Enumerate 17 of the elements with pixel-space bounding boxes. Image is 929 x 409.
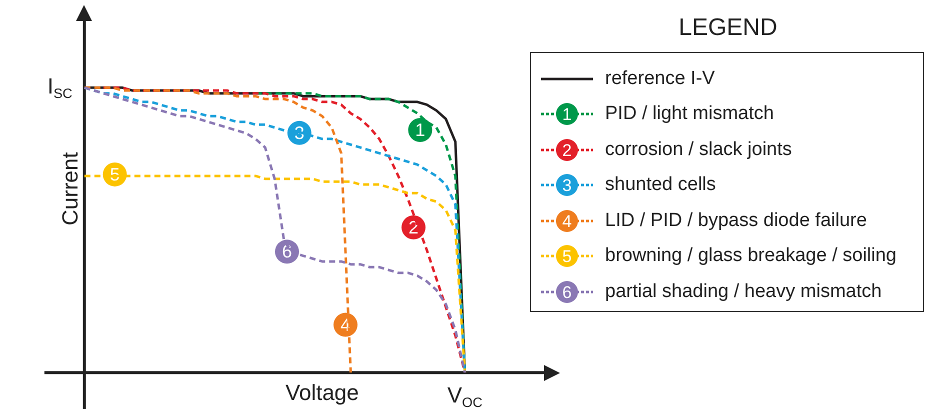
text: 3 bbox=[562, 176, 572, 196]
legend-label: LID / PID / bypass diode failure bbox=[605, 210, 867, 232]
text: 4 bbox=[562, 212, 572, 231]
legend-label: PID / light mismatch bbox=[605, 103, 774, 126]
legend-title: LEGEND bbox=[678, 14, 778, 42]
text: 1 bbox=[562, 105, 572, 124]
text: 5 bbox=[562, 247, 572, 266]
text: 2 bbox=[562, 140, 572, 160]
text: 6 bbox=[562, 282, 572, 302]
legend-label: partial shading / heavy mismatch bbox=[605, 280, 882, 303]
y-axis-title: Current bbox=[57, 152, 82, 226]
x-axis-title: Voltage bbox=[285, 380, 359, 405]
legend-label: reference I-V bbox=[605, 68, 715, 90]
legend-label: corrosion / slack joints bbox=[605, 138, 792, 161]
annotation: 1 bbox=[415, 120, 426, 140]
legend-label: shunted cells bbox=[605, 174, 716, 196]
legend-label: browning / glass breakage / soiling bbox=[605, 245, 897, 268]
